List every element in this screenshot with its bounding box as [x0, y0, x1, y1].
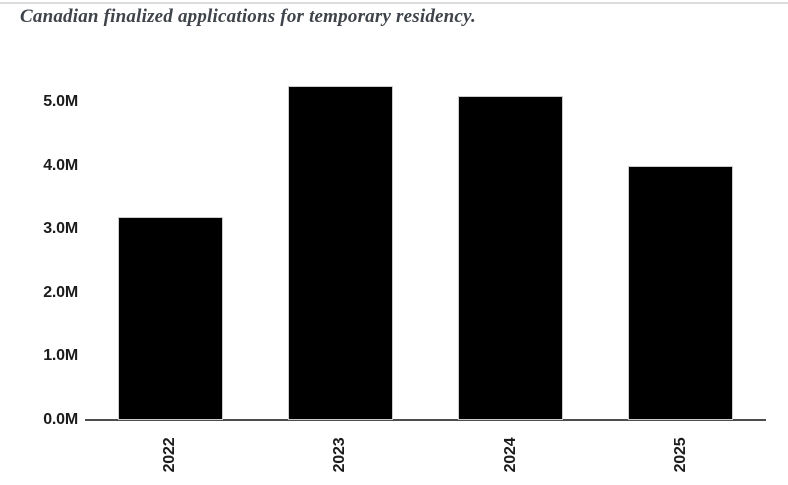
top-divider [0, 2, 788, 4]
bar-2022 [117, 216, 223, 420]
y-tick-label-3.0M: 3.0M [43, 220, 78, 238]
x-tick-label-2025: 2025 [671, 437, 689, 473]
x-axis-line [85, 419, 766, 421]
x-tick-label-2024: 2024 [501, 437, 519, 473]
bar-2024 [458, 95, 564, 420]
y-tick-label-4.0M: 4.0M [43, 156, 78, 174]
y-tick-label-5.0M: 5.0M [43, 93, 78, 110]
bar-2023 [287, 86, 393, 420]
y-tick-label-2.0M: 2.0M [43, 283, 78, 301]
chart-title: Canadian finalized applications for temp… [20, 6, 476, 27]
y-tick-label-1.0M: 1.0M [43, 347, 78, 365]
y-tick-label-0.0M: 0.0M [43, 411, 78, 428]
x-tick-label-2022: 2022 [161, 437, 179, 473]
x-tick-label-2023: 2023 [331, 437, 349, 473]
bar-2025 [628, 165, 734, 420]
